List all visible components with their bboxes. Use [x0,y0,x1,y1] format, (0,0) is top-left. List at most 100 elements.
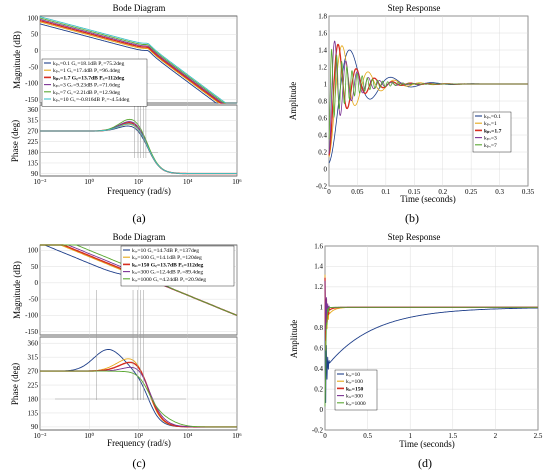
panel-c-phase-ytick-label: 315 [28,353,39,361]
panel-b-ytick-label: 1.4 [318,46,327,54]
panel-d-ylabel: Amplitude [289,320,299,359]
panel-a-legend-label: kₚᵥ=10 G꜀=-0.816dB P꜀=-4.54deg [53,97,130,103]
panel-b-xtick-label: 0.1 [381,188,390,196]
panel-c-legend-label: kᵢᵥ=300 G꜀=12.4dB P꜀=89.4deg [132,270,203,276]
panel-a-phase-ytick-label: 135 [28,159,39,167]
panel-c-legend-label: kᵢᵥ=150 G꜀=13.7dB P꜀=112deg [132,262,203,268]
panel-d-legend-label: kᵢᵥ=100 [346,379,363,385]
panel-a-phase-xtick-label: 10² [134,178,143,186]
panel-b-legend-label: kₚᵥ=0.1 [484,114,501,120]
panel-d-ytick-label: 1.6 [314,242,323,250]
panel-c-legend-label: kᵢᵥ=10 G꜀=14.7dB P꜀=137deg [132,248,199,254]
panel-a-mag-series [39,18,237,104]
panel-d-ytick-label: -0.2 [312,426,324,434]
panel-b-ytick-label: 0.4 [318,131,327,139]
panel-a-mag-ytick-label: -50 [29,63,39,71]
panel-b-legend-label: kₚᵥ=3 [484,136,497,142]
panel-d-xtick-label: 2.5 [534,432,543,440]
panel-c-mag-ytick-label: -100 [25,312,38,320]
panel-c-phase-ytick-label: 180 [28,395,39,403]
panel-b-ytick-label: 0 [324,165,328,173]
panel-a-mag-ytick-label: 100 [28,14,39,22]
panel-d-xtick-label: 2 [494,432,498,440]
panel-c-mag-ylabel: Magnitude (dB) [12,261,22,319]
panel-d-series [324,306,538,407]
panel-d-legend-label: kᵢᵥ=150 [346,386,364,392]
panel-a-phase-xtick-label: 10⁻² [34,178,47,186]
panel-a-mag-ytick-label: 50 [31,31,39,39]
panel-d-xtick-label: 0.5 [363,432,372,440]
panel-a-legend-label: kₚᵥ=0.1 G꜀=18.1dB P꜀=75.2deg [53,61,124,67]
panel-a-phase-ytick-label: 270 [28,127,39,135]
panel-c-phase-xtick-label: 10² [134,432,143,440]
panel-a-mag-ytick-label: 0 [35,47,39,55]
panel-b-ylabel: Amplitude [288,82,298,121]
panel-d-xtick-label: 1 [408,432,412,440]
panel-a-xlabel: Frequency (rad/s) [107,186,171,196]
panel-c-phase-ytick-label: 270 [28,367,39,375]
panel-a-phase-xtick-label: 10⁰ [84,178,94,186]
panel-d-label: (d) [418,456,432,470]
panel-d-ytick-label: 0 [320,406,324,414]
panel-c-title: Bode Diagram [113,232,166,242]
panel-a-legend-box [41,58,148,107]
panel-c-phase-ytick-label: 360 [28,340,39,348]
panel-a-phase-ytick-label: 315 [28,117,39,125]
panel-b-ytick-label: 1.6 [318,29,327,37]
panel-a-phase-ytick-label: 180 [28,149,39,157]
panel-a-legend-label: kₚᵥ=1 G꜀=17.4dB P꜀=96.4deg [53,68,120,74]
panel-c-phase-series [40,370,237,428]
panel-c-mag-ytick-label: -50 [29,295,39,303]
panel-b-xtick-label: 0 [327,188,331,196]
panel-c-phase-ytick-label: 225 [28,381,39,389]
panel-a-mag-series [39,21,237,104]
panel-d-ytick-label: 0.4 [314,365,323,373]
panel-d-ytick-label: 1.4 [314,263,323,271]
panel-a-mag-series [39,23,237,104]
panel-d-xtick-label: 0 [323,432,327,440]
panel-b-title: Step Response [388,3,441,13]
panel-b-ytick-label: 1 [324,80,328,88]
panel-a-phase-ylabel: Phase (deg) [10,120,20,162]
panel-d-title: Step Response [388,232,441,242]
panel-c-xlabel: Frequency (rad/s) [107,438,171,448]
panel-a-phase-xtick-label: 10⁶ [232,178,242,186]
panel-d-legend-label: kᵢᵥ=300 [346,394,363,400]
panel-a-phase-series [40,123,237,175]
panel-b-ytick-label: 0.6 [318,114,327,122]
panel-b-series [328,48,528,140]
panel-c-phase-ytick-label: 135 [28,409,39,417]
panel-b-xtick-label: 0.05 [351,188,364,196]
panel-d-xtick-label: 1.5 [448,432,457,440]
panel-d-series [324,307,538,403]
panel-a-mag-ylabel: Magnitude (dB) [12,31,22,89]
panel-b-xtick-label: 0.3 [495,188,504,196]
panel-b-legend-label: kₚᵥ=1 [484,121,497,127]
panel-c-label: (c) [132,456,145,470]
panel-c-mag-ytick-label: -150 [25,328,38,336]
panel-a-title: Bode Diagram [113,3,166,13]
panel-a-mag-series [39,16,237,104]
panel-b-ytick-label: 0.8 [318,97,327,105]
panel-c-mag-ytick-label: 100 [28,247,39,255]
panel-b-xtick-label: 0.2 [438,188,447,196]
panel-c-phase-xtick-label: 10⁶ [232,432,242,440]
panel-b-ytick-label: 0.2 [318,148,327,156]
panel-a-legend-label: kₚᵥ=3 G꜀=9.23dB P꜀=71.6deg [53,83,120,89]
panel-d-ytick-label: 1.2 [314,283,323,291]
panel-c-mag-ytick-label: 50 [31,263,39,271]
panel-b-xlabel: Time (seconds) [400,194,455,204]
panel-c-phase-ylabel: Phase (deg) [10,363,20,405]
panel-d-xlabel: Time (seconds) [399,439,454,449]
panel-d-ytick-label: 0.2 [314,385,323,393]
panel-c-phase-ytick-label: 90 [31,423,39,431]
panel-b-xtick-label: 0.35 [522,188,535,196]
panel-a-phase-ytick-label: 90 [31,170,39,178]
panel-b-ytick-label: 1.8 [318,12,327,20]
panel-b-label: (b) [405,211,419,225]
panel-c-phase-xtick-label: 10⁴ [183,432,193,440]
panel-c-legend-label: kᵢᵥ=100 G꜀=14.1dB P꜀=120deg [132,255,202,261]
panel-a-mag-series [39,17,237,104]
panel-d-ytick-label: 1 [320,304,324,312]
panel-d-legend-label: kᵢᵥ=1000 [346,401,366,407]
